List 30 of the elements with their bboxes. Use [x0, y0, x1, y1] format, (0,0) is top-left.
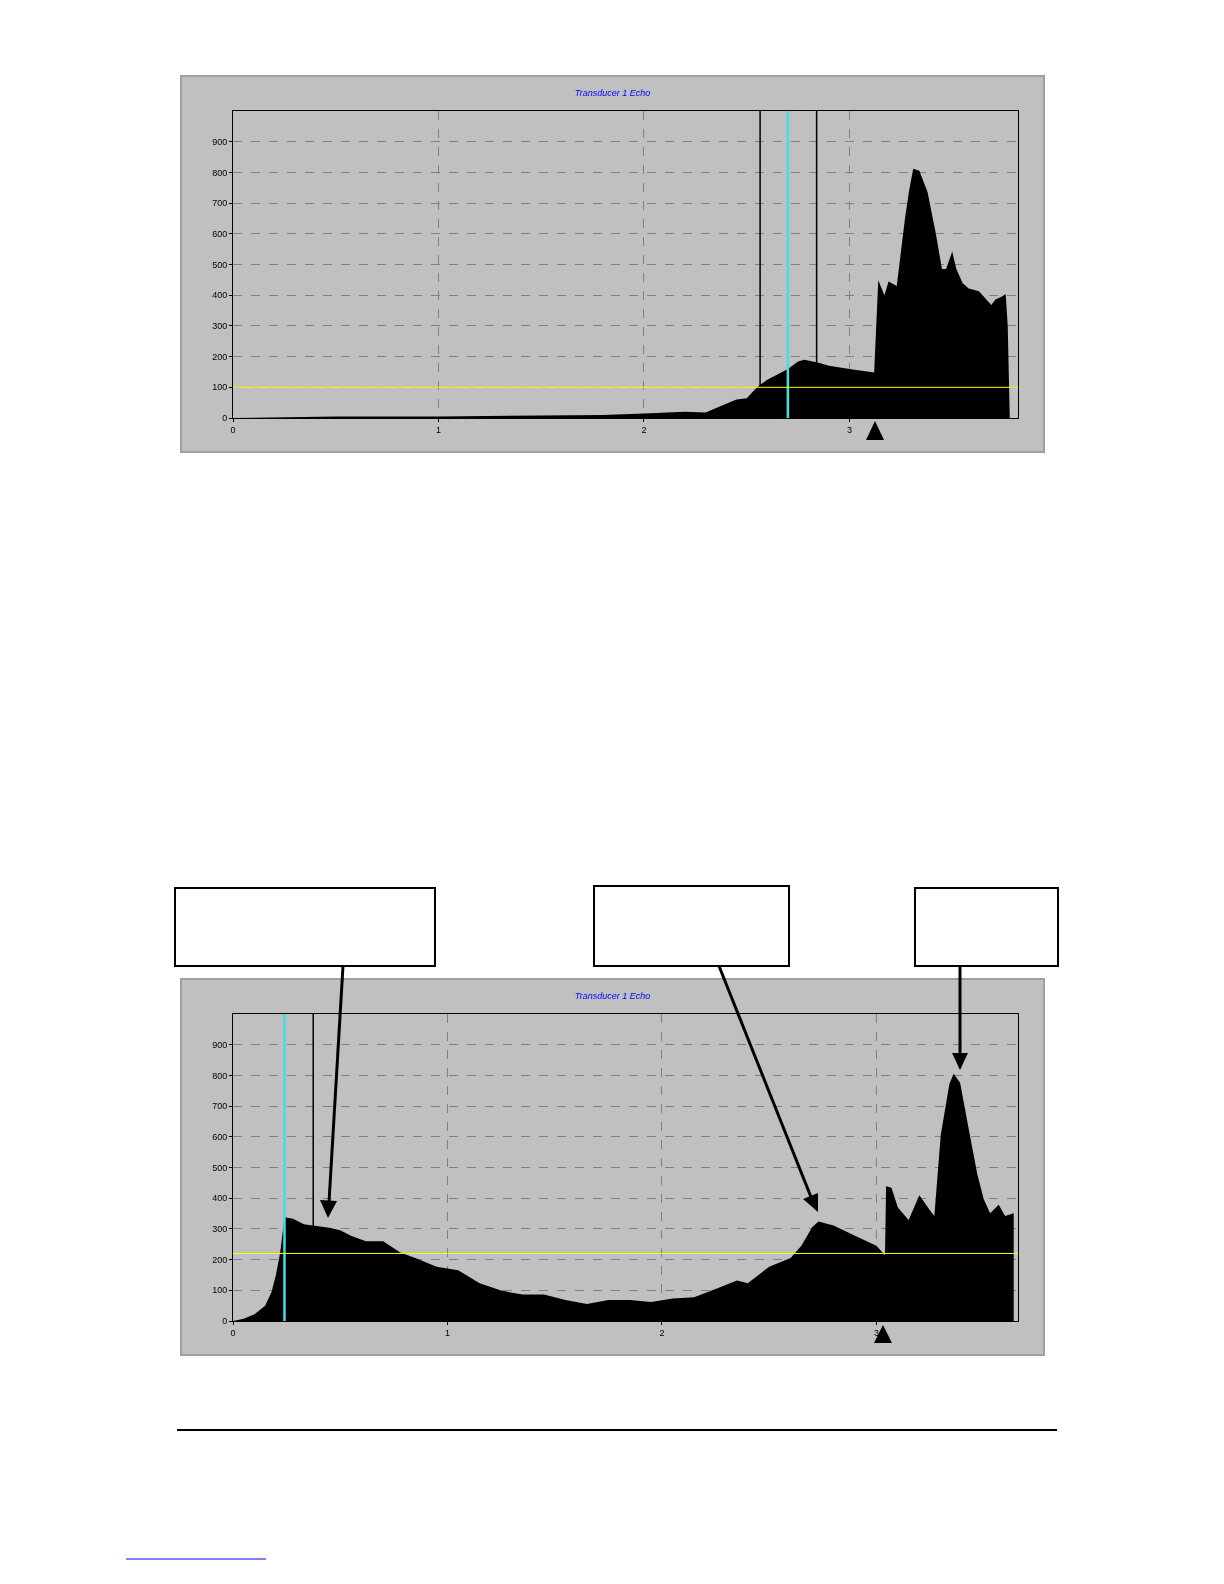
y-tick-label: 400 [212, 1193, 228, 1204]
y-tick-label: 0 [222, 413, 228, 424]
y-tick-label: 700 [212, 1101, 228, 1112]
x-tick-label: 0 [230, 424, 236, 435]
x-tick-label: 3 [873, 1327, 879, 1338]
x-tick-label: 3 [846, 424, 852, 435]
y-tick-label: 400 [212, 290, 228, 301]
y-tick-label: 700 [212, 198, 228, 209]
y-tick-label: 100 [212, 1285, 228, 1296]
y-tick-label: 900 [212, 136, 228, 147]
y-tick-label: 300 [212, 321, 228, 332]
y-tick-label: 800 [212, 1070, 228, 1081]
x-tick-label: 2 [659, 1327, 665, 1338]
y-tick-label: 500 [212, 259, 228, 270]
x-tick-label: 2 [641, 424, 647, 435]
chart-title: Transducer 1 Echo [574, 991, 651, 1002]
y-tick-label: 0 [222, 1316, 228, 1327]
y-tick-label: 200 [212, 1254, 228, 1265]
y-tick-label: 500 [212, 1162, 228, 1173]
x-tick-label: 1 [444, 1327, 450, 1338]
y-tick-label: 300 [212, 1224, 228, 1235]
y-tick-label: 600 [212, 228, 228, 239]
x-tick-label: 0 [230, 1327, 236, 1338]
chart-title: Transducer 1 Echo [574, 88, 651, 99]
y-tick-label: 600 [212, 1131, 228, 1142]
x-tick-label: 1 [435, 424, 442, 435]
y-tick-label: 900 [212, 1039, 228, 1050]
y-tick-label: 800 [212, 167, 228, 178]
y-tick-label: 100 [212, 382, 228, 393]
y-tick-label: 200 [212, 351, 228, 362]
